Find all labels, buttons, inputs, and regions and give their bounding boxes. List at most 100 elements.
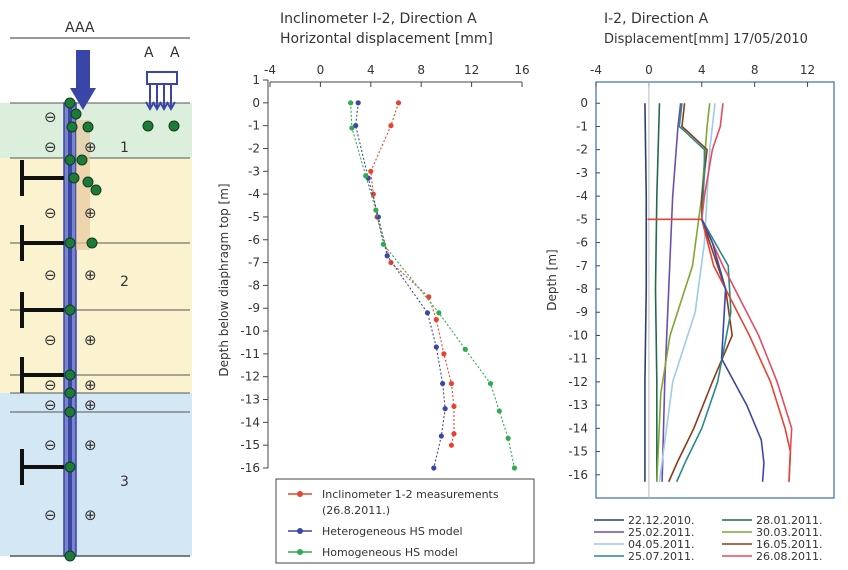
data-point bbox=[448, 380, 455, 387]
minus-sign: ⊖ bbox=[44, 266, 57, 284]
legend-label: Heterogeneous HS model bbox=[322, 525, 463, 538]
data-point bbox=[511, 465, 518, 471]
soil-wedge bbox=[76, 120, 90, 250]
plus-sign: ⊕ bbox=[84, 204, 97, 222]
series-line bbox=[355, 102, 446, 469]
y-tick-label: -3 bbox=[576, 166, 588, 180]
data-point bbox=[388, 123, 394, 129]
plus-sign: ⊕ bbox=[84, 376, 97, 394]
surcharge-label-2: A bbox=[170, 45, 180, 61]
y-tick-label: -4 bbox=[248, 187, 260, 201]
y-tick-label: -11 bbox=[240, 347, 260, 361]
series-line bbox=[701, 219, 765, 482]
legend-label: 22.12.2010. bbox=[628, 514, 694, 527]
chart-subtitle: Horizontal displacement [mm] bbox=[280, 31, 493, 47]
data-point bbox=[353, 123, 359, 129]
x-tick-label: 4 bbox=[367, 63, 375, 77]
pressure-signs: ⊖ ⊖ ⊖ ⊖ ⊖ ⊖ ⊖ ⊖ ⊖ ⊕ ⊕ ⊕ ⊕ ⊕ ⊕ ⊕ ⊕ bbox=[44, 108, 97, 524]
plot-frame bbox=[595, 81, 835, 499]
y-axis-label: Depth [m] bbox=[545, 249, 559, 310]
legend-marker bbox=[297, 528, 303, 534]
legend-box bbox=[275, 478, 535, 564]
y-tick-label: -5 bbox=[576, 212, 588, 226]
y-tick-label: -8 bbox=[576, 282, 588, 296]
y-tick-label: -12 bbox=[568, 375, 588, 389]
data-point bbox=[448, 442, 455, 448]
legend-label: Homogeneous HS model bbox=[322, 546, 458, 559]
data-point bbox=[349, 125, 355, 131]
series-line bbox=[658, 103, 716, 482]
layer-3-label: 3 bbox=[120, 474, 129, 490]
layer-1-band bbox=[0, 103, 192, 158]
minus-sign: ⊖ bbox=[44, 436, 57, 454]
series-line bbox=[350, 102, 515, 469]
plus-sign: ⊕ bbox=[84, 266, 97, 284]
plus-sign: ⊕ bbox=[84, 331, 97, 349]
legend-label: 25.07.2011. bbox=[628, 550, 694, 563]
chart-series bbox=[348, 100, 518, 471]
series-line bbox=[647, 218, 792, 482]
data-point bbox=[441, 351, 447, 357]
x-tick-label: 16 bbox=[514, 63, 529, 77]
data-point bbox=[440, 380, 446, 387]
series-line bbox=[370, 102, 455, 446]
legend-marker bbox=[297, 549, 303, 555]
chart-displacement-history: I-2, Direction A Displacement[mm] 17/05/… bbox=[545, 11, 835, 563]
y-tick-label: -15 bbox=[568, 445, 588, 459]
data-point bbox=[363, 173, 369, 179]
wall-core bbox=[68, 103, 72, 556]
y-tick-label: -6 bbox=[576, 236, 588, 250]
minus-sign: ⊖ bbox=[44, 138, 57, 156]
layer-2-label: 2 bbox=[120, 274, 129, 290]
plus-sign: ⊕ bbox=[84, 138, 97, 156]
legend-label: (26.8.2011.) bbox=[322, 504, 390, 517]
y-tick-label: -14 bbox=[240, 415, 260, 429]
minus-sign: ⊖ bbox=[44, 376, 57, 394]
data-point bbox=[355, 100, 361, 106]
surcharge-label-1: A bbox=[144, 45, 154, 61]
y-tick-label: -14 bbox=[568, 421, 588, 435]
plus-sign: ⊕ bbox=[84, 396, 97, 414]
data-point bbox=[384, 253, 390, 259]
y-tick-label: -10 bbox=[240, 324, 260, 338]
y-tick-label: -1 bbox=[576, 119, 588, 133]
y-tick-label: -11 bbox=[568, 352, 588, 366]
data-point bbox=[438, 433, 444, 439]
minus-sign: ⊖ bbox=[44, 108, 57, 126]
legend-label: 16.05.2011. bbox=[756, 538, 822, 551]
series-line bbox=[675, 103, 732, 483]
legend: Inclinometer 1-2 measurements (26.8.2011… bbox=[275, 478, 535, 564]
minus-sign: ⊖ bbox=[44, 331, 57, 349]
y-tick-label: -9 bbox=[248, 301, 260, 315]
y-tick-label: -1 bbox=[248, 119, 260, 133]
series-line bbox=[656, 103, 711, 482]
chart-horizontal-displacement: Inclinometer I-2, Direction A Horizontal… bbox=[217, 11, 535, 564]
data-point bbox=[451, 431, 457, 437]
y-tick-label: -13 bbox=[240, 393, 260, 407]
data-point bbox=[496, 408, 502, 414]
load-arrow-shaft bbox=[76, 50, 90, 90]
series-line bbox=[700, 103, 793, 482]
y-tick-label: -16 bbox=[240, 461, 260, 475]
chart-title: Inclinometer I-2, Direction A bbox=[280, 11, 477, 27]
chart-axes: -4 0 4 8 12 16 1 0 -1 -2 -3 -4 -5 -6 -7 -8 -9 -10 -11 -12 -1… bbox=[240, 63, 529, 475]
data-point bbox=[431, 465, 437, 471]
plus-sign: ⊕ bbox=[84, 506, 97, 524]
x-tick-label: 8 bbox=[417, 63, 425, 77]
legend-marker bbox=[297, 491, 303, 497]
data-point bbox=[370, 191, 376, 197]
data-point bbox=[380, 241, 386, 247]
y-tick-label: -4 bbox=[576, 189, 588, 203]
legend-label: 28.01.2011. bbox=[756, 514, 822, 527]
series-line bbox=[654, 103, 661, 482]
x-tick-label: 0 bbox=[645, 63, 653, 77]
data-point bbox=[433, 344, 439, 350]
legend-label: 25.02.2011. bbox=[628, 526, 694, 539]
data-point bbox=[426, 294, 432, 300]
chart-title: I-2, Direction A bbox=[604, 11, 709, 27]
load-arrow-head-icon bbox=[70, 88, 96, 110]
series-line bbox=[667, 103, 734, 483]
series-line bbox=[661, 103, 682, 482]
